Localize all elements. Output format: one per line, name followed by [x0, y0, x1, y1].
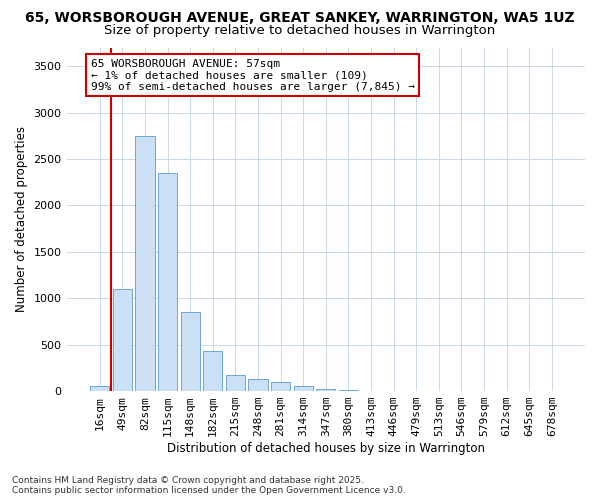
- Bar: [136, 136, 155, 391]
- Text: Contains HM Land Registry data © Crown copyright and database right 2025.
Contai: Contains HM Land Registry data © Crown c…: [12, 476, 406, 495]
- Text: 65 WORSBOROUGH AVENUE: 57sqm
← 1% of detached houses are smaller (109)
99% of se: 65 WORSBOROUGH AVENUE: 57sqm ← 1% of det…: [91, 58, 415, 92]
- Bar: [293, 386, 313, 391]
- Bar: [339, 390, 358, 391]
- Bar: [90, 386, 109, 391]
- Bar: [203, 351, 223, 391]
- Bar: [158, 173, 177, 391]
- Bar: [226, 376, 245, 391]
- Bar: [316, 389, 335, 391]
- X-axis label: Distribution of detached houses by size in Warrington: Distribution of detached houses by size …: [167, 442, 485, 455]
- Bar: [271, 382, 290, 391]
- Bar: [248, 379, 268, 391]
- Y-axis label: Number of detached properties: Number of detached properties: [15, 126, 28, 312]
- Bar: [113, 289, 132, 391]
- Text: 65, WORSBOROUGH AVENUE, GREAT SANKEY, WARRINGTON, WA5 1UZ: 65, WORSBOROUGH AVENUE, GREAT SANKEY, WA…: [25, 11, 575, 25]
- Text: Size of property relative to detached houses in Warrington: Size of property relative to detached ho…: [104, 24, 496, 37]
- Bar: [181, 312, 200, 391]
